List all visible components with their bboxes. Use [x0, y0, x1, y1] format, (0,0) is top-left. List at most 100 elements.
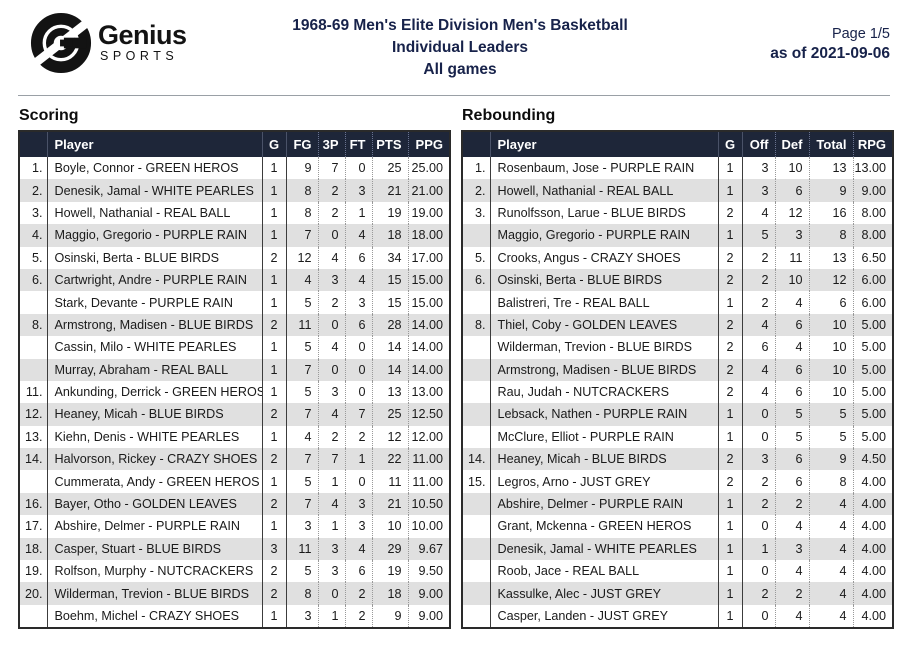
stat-cell: 3 — [774, 224, 809, 247]
stat-cell: 1 — [344, 201, 372, 225]
stat-cell: 9.00 — [407, 604, 450, 629]
stat-cell: 1 — [317, 470, 345, 493]
stat-cell: 4.00 — [852, 537, 893, 561]
stat-cell: 7 — [304, 228, 312, 243]
rank-cell: 15. — [462, 470, 491, 493]
stat-cell: 15 — [371, 268, 408, 292]
player-cell: Roob, Jace - REAL BALL — [490, 560, 719, 583]
stat-cell: 2 — [761, 295, 769, 310]
table-row: Rau, Judah - NUTCRACKERS 2 4 6 10 5.00 — [462, 380, 893, 404]
table-row: Maggio, Gregorio - PURPLE RAIN 1 5 3 8 8.00 — [462, 224, 893, 247]
stat-cell: 18.00 — [407, 224, 450, 247]
stat-cell: 4 — [808, 560, 853, 583]
logo-genius-text: Genius — [98, 20, 187, 50]
games-cell: 2 — [718, 448, 743, 471]
report-header: Genius SPORTS 1968-69 Men's Elite Divisi… — [0, 0, 908, 82]
games-cell: 1 — [718, 425, 743, 449]
stat-cell: 2 — [317, 425, 345, 449]
stat-cell: 6 — [761, 340, 769, 355]
stat-cell: 0 — [761, 407, 769, 422]
table-row: 8. Armstrong, Madisen - BLUE BIRDS 2 11 0 6 28… — [19, 313, 450, 337]
stat-cell: 4 — [317, 336, 345, 359]
table-row: 3. Runolfsson, Larue - BLUE BIRDS 2 4 12 16 8.… — [462, 201, 893, 225]
stat-cell: 3 — [344, 492, 372, 516]
rebounding-heading: Rebounding — [462, 107, 556, 124]
stat-cell: 4.50 — [852, 448, 893, 471]
scoring-section: Scoring Player G FG 3P FT PTS PPG 1. Boyle, Con… — [18, 107, 451, 630]
rank-cell: 14. — [462, 448, 491, 471]
stat-cell: 3 — [317, 268, 345, 292]
stat-cell: 1 — [344, 448, 372, 471]
games-cell: 1 — [262, 380, 287, 404]
stat-cell: 4 — [774, 515, 809, 538]
games-cell: 2 — [262, 313, 287, 337]
stat-cell: 7 — [344, 403, 372, 426]
stat-cell: 7 — [317, 448, 345, 471]
player-cell: Halvorson, Rickey - CRAZY SHOES — [47, 448, 263, 471]
rank-cell — [462, 291, 491, 314]
stat-cell: 25.00 — [407, 157, 450, 180]
report-subtitle: Individual Leaders — [391, 39, 529, 56]
stat-cell: 2 — [761, 273, 769, 288]
player-cell: Runolfsson, Larue - BLUE BIRDS — [490, 201, 719, 225]
games-cell: 2 — [718, 246, 743, 269]
stat-cell: 12 — [808, 268, 853, 292]
stat-cell: 19 — [371, 201, 408, 225]
player-cell: Casper, Landen - JUST GREY — [490, 604, 719, 629]
stat-cell: 11 — [774, 246, 809, 269]
table-row: 12. Heaney, Micah - BLUE BIRDS 2 7 4 7 25 12.50 — [19, 403, 450, 426]
stat-cell: 4 — [761, 385, 769, 400]
stat-cell: 4 — [761, 362, 769, 377]
stat-cell: 4.00 — [852, 470, 893, 493]
rank-cell: 5. — [462, 246, 491, 269]
player-cell: Lebsack, Nathen - PURPLE RAIN — [490, 403, 719, 426]
player-cell: Osinski, Berta - BLUE BIRDS — [490, 268, 719, 292]
games-cell: 2 — [262, 492, 287, 516]
player-cell: Rosenbaum, Jose - PURPLE RAIN — [490, 157, 719, 180]
stat-cell: 3 — [304, 609, 312, 623]
player-cell: Armstrong, Madisen - BLUE BIRDS — [47, 313, 263, 337]
table-row: 6. Cartwright, Andre - PURPLE RAIN 1 4 3 4 15 1… — [19, 268, 450, 292]
games-cell: 1 — [262, 515, 287, 538]
games-column-header: G — [262, 131, 287, 157]
stat-cell: 12.00 — [407, 425, 450, 449]
rank-cell — [19, 470, 48, 493]
table-row: Murray, Abraham - REAL BALL 1 7 0 0 14 14.00 — [19, 358, 450, 381]
table-row: 14. Halvorson, Rickey - CRAZY SHOES 2 7 7 1 22… — [19, 448, 450, 471]
stat-cell: 21 — [371, 179, 408, 202]
stat-cell: 0 — [317, 358, 345, 381]
stat-cell: 2 — [344, 604, 372, 629]
stat-cell: 4 — [317, 492, 345, 516]
games-cell: 2 — [718, 470, 743, 493]
table-row: 1. Rosenbaum, Jose - PURPLE RAIN 1 3 10 13 13.… — [462, 157, 893, 180]
player-column-header: Player — [490, 131, 719, 157]
table-row: Wilderman, Trevion - BLUE BIRDS 2 6 4 10 5.00 — [462, 336, 893, 359]
games-cell: 2 — [718, 358, 743, 381]
stat-cell: 2 — [761, 586, 769, 601]
ft-column-header: FT — [344, 131, 372, 157]
stat-cell: 7 — [317, 157, 345, 180]
stat-cell: 2 — [344, 425, 372, 449]
stat-cell: 4 — [344, 268, 372, 292]
stat-cell: 2 — [317, 291, 345, 314]
stat-cell: 18 — [371, 582, 408, 605]
stat-cell: 9.00 — [407, 582, 450, 605]
stat-cell: 5 — [808, 403, 853, 426]
games-cell: 1 — [718, 291, 743, 314]
table-row: Grant, Mckenna - GREEN HEROS 1 0 4 4 4.00 — [462, 515, 893, 538]
logo-wordmark: Genius SPORTS — [98, 22, 187, 64]
report-title: 1968-69 Men's Elite Division Men's Baske… — [292, 17, 628, 34]
fg-column-header: FG — [286, 131, 318, 157]
stat-cell: 8 — [808, 224, 853, 247]
stat-cell: 0 — [761, 564, 769, 579]
page-info-block: Page 1/5 as of 2021-09-06 — [675, 12, 890, 64]
player-cell: Balistreri, Tre - REAL BALL — [490, 291, 719, 314]
rank-column-header — [19, 131, 48, 157]
stat-cell: 4.00 — [852, 560, 893, 583]
player-cell: Rolfson, Murphy - NUTCRACKERS — [47, 560, 263, 583]
stat-cell: 3 — [344, 291, 372, 314]
table-row: 6. Osinski, Berta - BLUE BIRDS 2 2 10 12 6.00 — [462, 268, 893, 292]
player-cell: Cummerata, Andy - GREEN HEROS — [47, 470, 263, 493]
stat-cell: 4 — [774, 604, 809, 629]
